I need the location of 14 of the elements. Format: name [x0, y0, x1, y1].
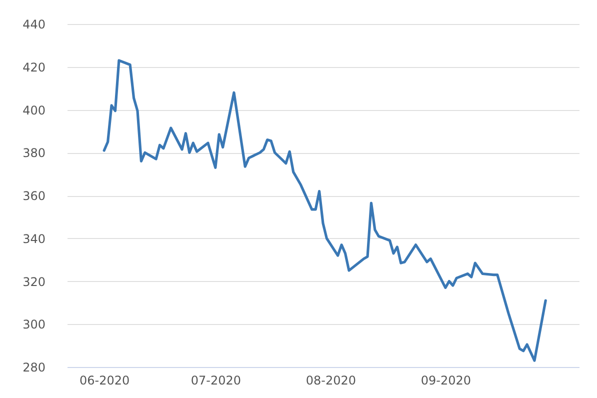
y-tick-label: 280 [22, 360, 46, 374]
y-tick-label: 300 [22, 318, 46, 332]
y-tick-label: 340 [22, 232, 46, 246]
x-tick-label: 08-2020 [306, 374, 356, 388]
line-series [102, 59, 547, 362]
y-tick-label: 400 [22, 103, 46, 118]
y-tick-label: 420 [22, 60, 46, 74]
x-tick-label: 09-2020 [420, 374, 472, 388]
y-tick-label: 360 [22, 189, 46, 203]
y-tick-label: 380 [22, 146, 46, 160]
x-tick-label: 07-2020 [190, 374, 241, 388]
y-tick-label: 320 [22, 274, 46, 289]
x-tick-label: 06-2020 [80, 374, 130, 388]
y-tick-label: 440 [22, 18, 46, 32]
